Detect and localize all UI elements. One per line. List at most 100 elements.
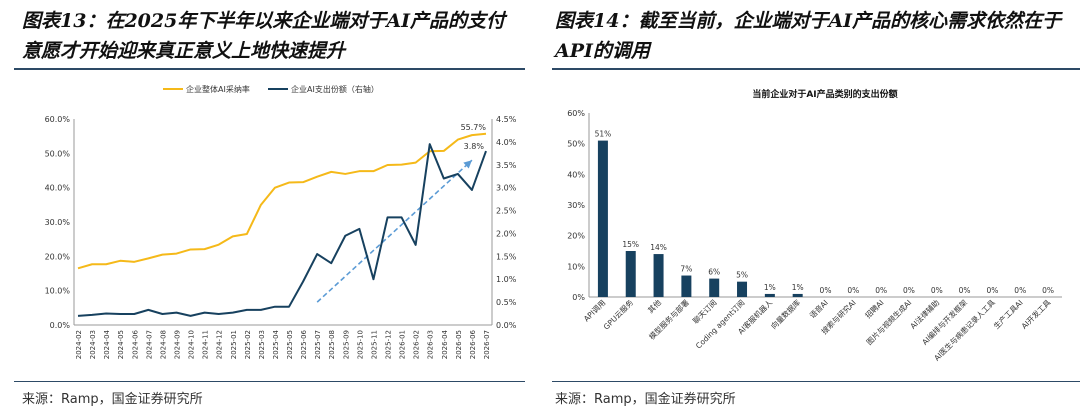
left-y-tick-label: 30.0% xyxy=(45,218,71,227)
category-bar xyxy=(709,278,720,297)
x-tick-label: 2025-10 xyxy=(356,330,364,359)
left-title-rule xyxy=(14,68,525,70)
right-figure-title: 图表14：截至当前，企业端对于AI产品的核心需求依然在于API的调用 xyxy=(555,10,1062,62)
x-tick-label: 2025-11 xyxy=(370,330,378,359)
left-bottom-rule xyxy=(14,381,525,382)
x-tick-label: 2025-06 xyxy=(300,329,308,359)
bar-value-label: 0% xyxy=(875,286,887,295)
spend-end-label: 3.8% xyxy=(464,142,485,151)
left-y-tick-label: 0.0% xyxy=(50,321,71,330)
x-tick-label: 2024-02 xyxy=(75,330,83,359)
bar-value-label: 51% xyxy=(595,130,612,139)
x-tick-label: 2025-08 xyxy=(328,330,336,359)
bar-value-label: 0% xyxy=(986,286,998,295)
spend-share-line xyxy=(77,143,487,317)
bar-category-label: GPU云服务 xyxy=(601,297,636,332)
right-y-tick-label: 4.5% xyxy=(496,115,517,124)
x-tick-label: 2024-04 xyxy=(103,329,111,359)
bar-category-label: 其他 xyxy=(645,297,663,315)
bar-y-tick-label: 60% xyxy=(567,109,585,118)
right-y-tick-label: 0.0% xyxy=(496,321,517,330)
bar-value-label: 7% xyxy=(680,265,692,274)
x-tick-label: 2025-04 xyxy=(272,329,280,359)
left-y-tick-label: 10.0% xyxy=(45,287,71,296)
right-y-tick-label: 1.0% xyxy=(496,275,517,284)
bar-value-label: 1% xyxy=(764,283,776,292)
right-y-tick-label: 4.0% xyxy=(496,138,517,147)
right-y-tick-label: 3.5% xyxy=(496,161,517,170)
x-tick-label: 2024-08 xyxy=(159,330,167,359)
adoption-end-label: 55.7% xyxy=(461,123,487,132)
x-tick-label: 2025-12 xyxy=(385,330,393,359)
x-tick-label: 2024-09 xyxy=(173,330,181,359)
legend-adoption-label: 企业整体AI采纳率 xyxy=(186,84,250,94)
category-bar xyxy=(681,275,692,297)
bar-value-label: 0% xyxy=(820,286,832,295)
bar-value-label: 0% xyxy=(959,286,971,295)
bar-value-label: 0% xyxy=(903,286,915,295)
category-bar xyxy=(625,251,636,297)
category-bar xyxy=(653,254,664,297)
bar-value-label: 0% xyxy=(1014,286,1026,295)
x-tick-label: 2025-01 xyxy=(230,330,238,359)
x-tick-label: 2024-12 xyxy=(216,330,224,359)
bar-category-label: 招聘AI xyxy=(863,297,886,320)
right-y-tick-label: 3.0% xyxy=(496,184,517,193)
x-tick-label: 2024-10 xyxy=(188,330,196,359)
x-tick-label: 2024-07 xyxy=(145,330,153,359)
bar-value-label: 14% xyxy=(650,243,667,252)
left-y-tick-label: 60.0% xyxy=(45,115,71,124)
bar-value-label: 0% xyxy=(931,286,943,295)
bar-value-label: 0% xyxy=(847,286,859,295)
adoption-rate-line xyxy=(77,132,487,270)
left-y-tick-label: 50.0% xyxy=(45,149,71,158)
right-title-rule xyxy=(552,68,1080,70)
category-bar xyxy=(764,293,775,297)
x-tick-label: 2025-07 xyxy=(314,330,322,359)
bar-value-label: 1% xyxy=(792,283,804,292)
x-tick-label: 2026-04 xyxy=(441,329,449,359)
category-bar xyxy=(792,293,803,297)
x-tick-label: 2025-09 xyxy=(342,330,350,359)
right-bottom-rule xyxy=(552,381,1080,382)
left-source: 来源：Ramp，国金证券研究所 xyxy=(22,392,203,407)
bar-value-label: 15% xyxy=(622,240,639,249)
x-tick-label: 2026-07 xyxy=(483,330,491,359)
bar-category-label: 向量数据库 xyxy=(769,297,803,331)
x-tick-label: 2025-02 xyxy=(244,330,252,359)
bar-y-tick-label: 50% xyxy=(567,140,585,149)
bar-category-label: 聊天订阅 xyxy=(690,297,718,325)
bar-category-label: Coding agent订阅 xyxy=(693,297,746,350)
bar-y-tick-label: 0% xyxy=(572,293,585,302)
bar-y-tick-label: 20% xyxy=(567,232,585,241)
bar-y-tick-label: 30% xyxy=(567,201,585,210)
x-tick-label: 2026-01 xyxy=(399,330,407,359)
trend-arrow-head xyxy=(463,160,472,169)
x-tick-label: 2024-03 xyxy=(89,330,97,359)
bar-value-label: 5% xyxy=(736,271,748,280)
bar-y-tick-label: 40% xyxy=(567,170,585,179)
x-tick-label: 2025-03 xyxy=(258,330,266,359)
bar-chart-title: 当前企业对于AI产品类别的支出份额 xyxy=(752,88,897,100)
bar-value-label: 6% xyxy=(708,268,720,277)
right-y-tick-label: 2.5% xyxy=(496,207,517,216)
bar-category-label: AI开发工具 xyxy=(1019,297,1053,331)
right-y-tick-label: 0.5% xyxy=(496,298,517,307)
category-bar xyxy=(737,281,748,297)
left-y-tick-label: 20.0% xyxy=(45,252,71,261)
bar-value-label: 0% xyxy=(1042,286,1054,295)
x-tick-label: 2024-06 xyxy=(131,329,139,359)
x-tick-label: 2026-03 xyxy=(427,330,435,359)
bar-y-tick-label: 10% xyxy=(567,262,585,271)
x-tick-label: 2026-06 xyxy=(469,329,477,359)
x-tick-label: 2026-02 xyxy=(413,330,421,359)
right-y-tick-label: 2.0% xyxy=(496,229,517,238)
right-y-tick-label: 1.5% xyxy=(496,252,517,261)
legend-spend-label: 企业AI支出份额（右轴） xyxy=(291,84,379,94)
bar-category-label: 生产工具AI xyxy=(991,297,1024,330)
category-bar xyxy=(597,140,608,297)
x-tick-label: 2025-05 xyxy=(286,330,294,359)
right-source: 来源：Ramp，国金证券研究所 xyxy=(555,392,736,407)
